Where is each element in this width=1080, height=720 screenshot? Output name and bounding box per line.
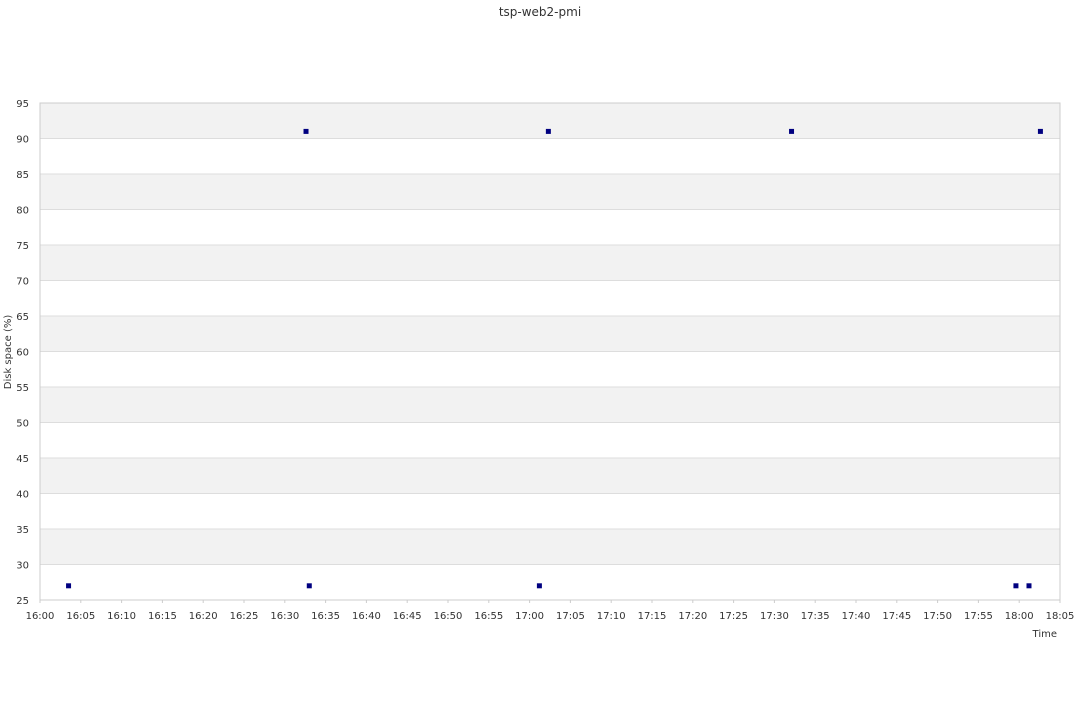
- data-point: [1013, 583, 1019, 589]
- y-tick-label: 50: [16, 419, 29, 430]
- x-tick-label: 17:25: [719, 611, 748, 622]
- x-tick-label: 17:35: [801, 611, 830, 622]
- grid-band: [40, 529, 1060, 565]
- y-tick-label: 45: [16, 454, 29, 465]
- data-point: [303, 128, 309, 134]
- data-points: [66, 128, 1043, 589]
- x-tick-label: 16:50: [434, 611, 463, 622]
- y-tick-label: 75: [16, 241, 29, 252]
- data-point: [1037, 128, 1043, 134]
- y-tick-label: 65: [16, 312, 29, 323]
- x-tick-label: 16:15: [148, 611, 177, 622]
- chart-title: tsp-web2-pmi: [499, 5, 581, 19]
- x-tick-label: 16:35: [311, 611, 340, 622]
- x-axis-label: Time: [1032, 629, 1057, 640]
- data-point: [1026, 583, 1032, 589]
- data-point: [536, 583, 542, 589]
- y-axis-ticks: 25 30 35 40 45 50 55 60 65 70 75 80 85 90 95: [16, 99, 29, 607]
- y-tick-label: 40: [16, 490, 29, 501]
- y-tick-label: 55: [16, 383, 29, 394]
- x-tick-label: 17:45: [882, 611, 911, 622]
- data-point: [66, 583, 72, 589]
- x-tick-label: 18:05: [1046, 611, 1075, 622]
- x-tick-label: 17:00: [515, 611, 544, 622]
- y-tick-label: 85: [16, 170, 29, 181]
- x-tick-label: 17:10: [597, 611, 626, 622]
- x-tick-label: 17:05: [556, 611, 585, 622]
- data-point: [545, 128, 551, 134]
- x-tick-label: 16:55: [474, 611, 503, 622]
- x-tick-label: 16:25: [230, 611, 259, 622]
- y-tick-label: 80: [16, 206, 29, 217]
- x-tick-label: 16:20: [189, 611, 218, 622]
- grid-band: [40, 387, 1060, 423]
- y-tick-label: 25: [16, 596, 29, 607]
- x-tick-label: 16:00: [26, 611, 55, 622]
- x-tick-label: 17:30: [760, 611, 789, 622]
- y-tick-label: 60: [16, 348, 29, 359]
- data-point: [789, 128, 795, 134]
- x-tick-label: 17:40: [842, 611, 871, 622]
- x-tick-label: 17:15: [638, 611, 667, 622]
- y-tick-label: 35: [16, 525, 29, 536]
- y-tick-label: 30: [16, 561, 29, 572]
- x-tick-label: 18:00: [1005, 611, 1034, 622]
- plot-area-border: [39, 102, 1061, 601]
- grid-band: [40, 316, 1060, 352]
- y-tick-label: 70: [16, 277, 29, 288]
- y-tick-label: 95: [16, 99, 29, 110]
- x-tick-label: 16:45: [393, 611, 422, 622]
- grid-band: [40, 458, 1060, 494]
- x-tick-label: 17:20: [678, 611, 707, 622]
- data-point: [306, 583, 312, 589]
- x-tick-label: 16:30: [270, 611, 299, 622]
- y-axis-label: Disk space (%): [3, 315, 14, 390]
- grid-band: [40, 174, 1060, 210]
- x-tick-label: 16:05: [66, 611, 95, 622]
- x-tick-label: 16:40: [352, 611, 381, 622]
- x-tick-label: 16:10: [107, 611, 136, 622]
- grid-bands: [40, 103, 1060, 565]
- x-tick-label: 17:55: [964, 611, 993, 622]
- x-tick-label: 17:50: [923, 611, 952, 622]
- x-axis-ticks: 16:00 16:05 16:10 16:15 16:20 16:25 16:30 16:35…: [26, 600, 1075, 622]
- y-tick-label: 90: [16, 135, 29, 146]
- grid-band: [40, 245, 1060, 281]
